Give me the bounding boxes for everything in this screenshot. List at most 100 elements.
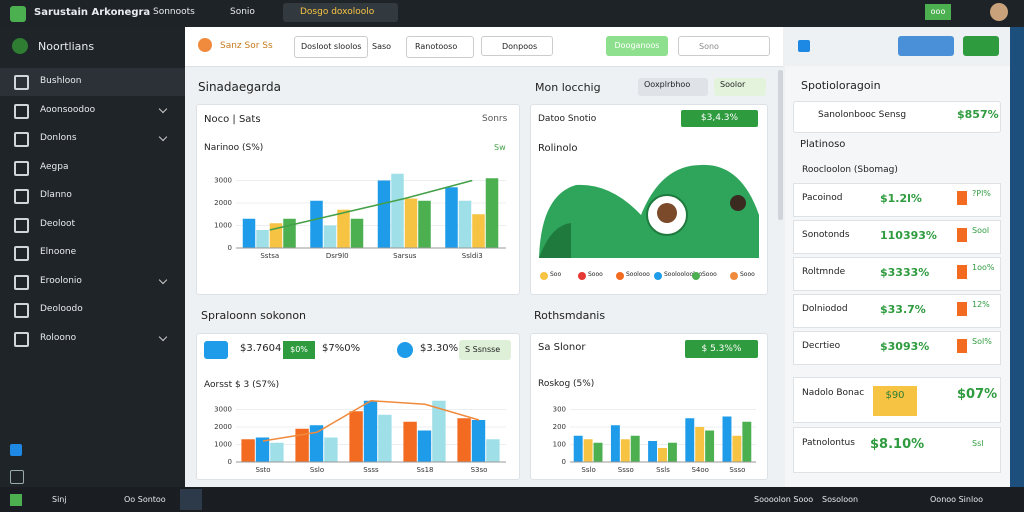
button[interactable]: Soolor: [714, 78, 766, 96]
bar: [363, 400, 378, 462]
side-item[interactable]: Dlanno: [40, 190, 72, 200]
action[interactable]: Sonrs: [482, 114, 508, 124]
top-button[interactable]: ooo: [925, 4, 951, 20]
chart-tag: Sw: [494, 143, 506, 152]
y-tick-label: 100: [553, 441, 566, 449]
tab[interactable]: Dosgo doxoloolo: [300, 7, 375, 17]
y-tick-label: 200: [553, 423, 566, 431]
stat: $7%0%: [322, 343, 361, 354]
start-button[interactable]: [10, 494, 22, 506]
field[interactable]: Ranotooso: [406, 36, 474, 58]
side-item[interactable]: Roloono: [40, 332, 77, 343]
bar: [391, 173, 404, 248]
legend-dot: [578, 272, 586, 280]
side-item[interactable]: Aegpa: [40, 161, 69, 172]
stat: $3.30%: [420, 343, 459, 354]
search[interactable]: Sono: [678, 36, 770, 56]
y-tick-label: 3000: [214, 177, 232, 185]
bar: [432, 400, 446, 462]
brand-icon: [198, 38, 212, 52]
bar: [337, 209, 350, 248]
side-icon: [14, 132, 29, 147]
bar: [583, 439, 593, 462]
bar: [256, 230, 269, 248]
field[interactable]: Dosloot sloolos: [294, 36, 368, 58]
legend-label: Sooo: [702, 271, 717, 278]
illustration: [539, 164, 759, 258]
section-title: Spraloonn sokonon: [201, 309, 307, 322]
bar: [377, 180, 391, 248]
button[interactable]: Dooganoos: [606, 36, 668, 56]
side-icon[interactable]: [10, 470, 24, 484]
side-icon[interactable]: [10, 444, 22, 456]
x-tick-label: Sslo: [581, 466, 595, 474]
side-icon: [14, 217, 29, 233]
taskbar-item[interactable]: Oo Sontoo: [124, 495, 166, 504]
scrollbar[interactable]: [778, 70, 783, 220]
bar: [324, 437, 338, 462]
chart: 0 1000 2000 3000 Sstsa Dsr9l0 Sarsus Ssldi3: [214, 173, 506, 260]
edge-bar: [1010, 27, 1024, 487]
button[interactable]: [898, 36, 954, 56]
bar: [485, 178, 499, 248]
section-title: Sinadaegarda: [198, 80, 281, 94]
x-tick-label: Ssss: [363, 466, 379, 474]
button[interactable]: [963, 36, 999, 56]
chart-title: Aorsst $ 3 (S7%): [204, 380, 280, 390]
subheader: Roocloolon (Sbomag): [802, 165, 898, 175]
taskbar-item[interactable]: Oonoo Sinloo: [930, 495, 983, 504]
badge: $ 5.3%%: [685, 340, 758, 358]
side-item[interactable]: Deoloodo: [40, 304, 83, 314]
taskbar-item[interactable]: Sosoloon: [822, 495, 859, 504]
row-tag: Sool: [972, 226, 990, 235]
panel-header: Sa Slonor: [538, 342, 586, 353]
legend-label: Sooo: [588, 271, 603, 278]
x-tick-label: Ssso: [618, 466, 634, 474]
bar: [742, 421, 752, 462]
x-tick-label: Ssldi3: [462, 252, 483, 260]
row-value: 110393%: [880, 229, 937, 242]
bar: [309, 425, 324, 462]
row-name: Roltmnde: [802, 267, 846, 277]
side-item[interactable]: Elnoone: [40, 247, 77, 257]
side-item[interactable]: Bushloon: [40, 76, 82, 86]
side-item[interactable]: Donlons: [40, 133, 77, 143]
x-tick-label: Ss18: [417, 466, 434, 474]
side-icon: [14, 160, 29, 176]
tab[interactable]: Sonnoots: [153, 7, 195, 17]
bar: [732, 435, 742, 462]
bar: [695, 427, 705, 462]
top-bar: [0, 0, 1024, 27]
chart-title: Narinoo (S%): [204, 143, 264, 153]
panel: [196, 104, 520, 295]
tab[interactable]: Sonio: [230, 7, 255, 17]
taskbar-item[interactable]: Soooolon Sooo: [754, 495, 814, 504]
bar: [472, 214, 485, 248]
bar: [722, 416, 732, 462]
y-tick-label: 0: [228, 244, 232, 252]
side-icon: [14, 303, 29, 318]
y-tick-label: 0: [562, 458, 566, 466]
x-tick-label: S4oo: [691, 466, 708, 474]
x-tick-label: S3so: [471, 466, 488, 474]
side-item[interactable]: Aoonsoodoo: [40, 104, 96, 115]
row-value: $07%: [957, 387, 998, 402]
bar: [349, 411, 363, 462]
side-item[interactable]: Deoloot: [40, 218, 76, 229]
button[interactable]: S Ssnsse: [459, 340, 511, 360]
logo: [10, 6, 26, 22]
value: $857%: [957, 108, 999, 121]
avatar[interactable]: [990, 3, 1008, 21]
brand: Sanz Sor Ss: [220, 41, 273, 51]
row-tag: ?Pl%: [972, 189, 991, 198]
side-item[interactable]: Eroolonio: [40, 275, 82, 286]
taskbar-app[interactable]: [180, 489, 202, 510]
bar: [323, 225, 337, 248]
dropdown[interactable]: Donpoos: [481, 36, 553, 56]
field[interactable]: Saso: [372, 42, 392, 51]
button[interactable]: Ooxplrbhoo: [638, 78, 708, 96]
legend-dot: [692, 272, 700, 280]
taskbar-item[interactable]: Sinj: [52, 495, 67, 504]
side-icon: [14, 75, 29, 90]
row-tag: Ssl: [972, 439, 984, 448]
